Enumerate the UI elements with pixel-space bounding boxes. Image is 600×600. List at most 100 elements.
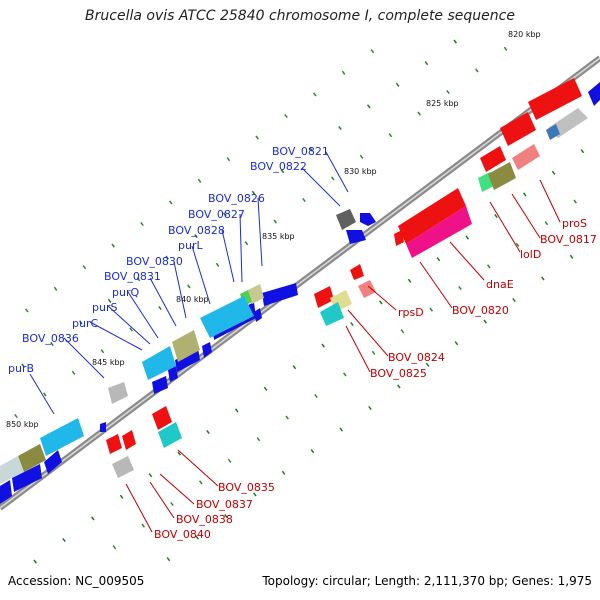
track-tick (446, 89, 450, 95)
gene-label: BOV_0837 (196, 498, 253, 511)
track-tick (503, 46, 508, 51)
gene-block (142, 346, 176, 380)
track-tick (429, 307, 433, 312)
track-tick (395, 82, 400, 87)
track-tick (78, 320, 83, 325)
track-tick (24, 308, 29, 313)
track-tick (367, 104, 371, 109)
gene-block (168, 366, 178, 382)
track-tick (197, 178, 202, 183)
gene-block (112, 456, 134, 478)
track-tick (62, 537, 66, 543)
gene-block (546, 124, 560, 140)
track-tick (292, 365, 297, 370)
track-tick (226, 157, 231, 162)
dotted-tracks (14, 39, 585, 564)
track-tick (454, 341, 459, 346)
track-tick (331, 176, 335, 181)
track-tick (165, 255, 169, 260)
track-tick (141, 523, 145, 528)
gene-block (488, 162, 516, 190)
track-tick (227, 458, 232, 463)
scale-label: 835 kbp (262, 232, 295, 241)
gene-block (12, 464, 42, 492)
track-tick (368, 405, 372, 411)
track-tick (206, 429, 210, 435)
gene-block (254, 308, 262, 322)
track-tick (425, 362, 430, 367)
track-tick (388, 133, 393, 138)
gene-block (398, 188, 466, 244)
gene-block (0, 456, 24, 484)
track-tick (194, 233, 198, 239)
gene-block (108, 382, 128, 404)
gene-block (158, 422, 182, 448)
track-tick (112, 545, 117, 550)
gene-block (18, 444, 46, 472)
gene-label: BOV_0827 (188, 208, 245, 221)
track-tick (166, 557, 171, 562)
track-tick (111, 243, 116, 248)
track-tick (244, 241, 249, 246)
track-tick (235, 408, 239, 413)
track-tick (215, 262, 220, 267)
scale-label: 830 kbp (344, 167, 377, 176)
gene-block (512, 144, 540, 170)
track-tick (170, 501, 174, 507)
gene-block (40, 418, 84, 456)
gene-block (152, 406, 172, 430)
gene-block (248, 284, 264, 304)
gene-block (346, 230, 366, 244)
track-tick (82, 265, 87, 270)
gene-label: BOV_0820 (452, 304, 509, 317)
scale-labels: 820 kbp 825 kbp 830 kbp 835 kbp 840 kbp … (6, 30, 541, 429)
track-tick (302, 197, 306, 203)
gene-label: proS (562, 217, 587, 230)
track-tick (14, 413, 18, 419)
gene-label: BOV_0830 (126, 255, 183, 268)
track-tick (140, 221, 144, 227)
track-tick (187, 284, 191, 289)
gene-label: BOV_0836 (22, 332, 79, 345)
gene-label: BOV_0835 (218, 481, 275, 494)
track-tick (281, 470, 286, 475)
gene-block (0, 480, 12, 504)
track-tick (458, 285, 462, 291)
gene-block (202, 342, 212, 358)
track-tick (310, 449, 315, 454)
map-title: Brucella ovis ATCC 25840 chromosome I, c… (85, 8, 515, 24)
gene-label: BOV_0824 (388, 351, 445, 364)
track-tick (400, 329, 405, 334)
track-tick (569, 254, 574, 259)
track-tick (397, 384, 401, 389)
track-tick (148, 473, 153, 478)
track-tick (580, 149, 585, 154)
gene-label: BOV_0838 (176, 513, 233, 526)
track-tick (465, 235, 469, 240)
track-tick (50, 341, 54, 347)
gene-label: purL (178, 239, 203, 252)
gene-block (360, 213, 376, 226)
track-tick (341, 70, 346, 75)
gene-block (106, 434, 122, 454)
track-tick (136, 277, 141, 282)
track-tick (494, 213, 498, 219)
gene-label: lolD (520, 248, 541, 261)
gene-block (314, 286, 334, 308)
track-tick (313, 92, 317, 97)
track-tick (255, 135, 259, 140)
gene-block (44, 450, 62, 474)
scale-label: 850 kbp (6, 420, 39, 429)
track-tick (515, 242, 520, 247)
gene-label: rpsD (398, 306, 424, 319)
track-tick (224, 513, 228, 519)
track-tick (273, 219, 277, 224)
gene-label: purQ (112, 286, 139, 299)
track-tick (169, 200, 173, 205)
track-tick (483, 319, 487, 324)
track-tick (90, 516, 95, 521)
reverse-strand-genes (106, 78, 582, 478)
track-tick (417, 111, 421, 116)
genome-summary-text: Topology: circular; Length: 2,111,370 bp… (262, 574, 592, 588)
